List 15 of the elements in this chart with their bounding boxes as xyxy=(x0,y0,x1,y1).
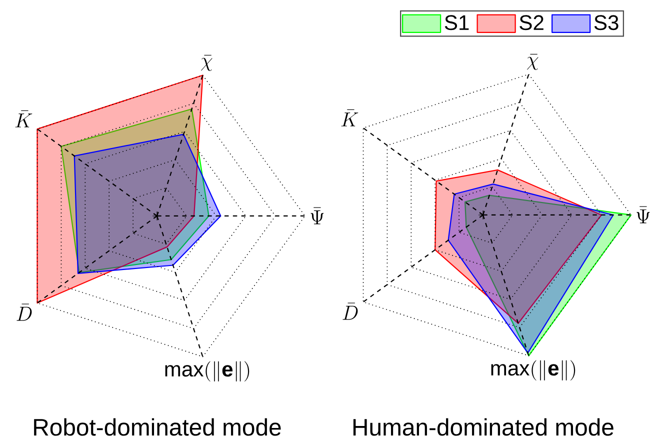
spoke-label: $\bar{\chi}$ xyxy=(201,54,212,71)
legend-label: S3 xyxy=(594,15,618,30)
legend-label: S2 xyxy=(520,15,544,30)
spoke-label: $\bar{D}$ xyxy=(16,304,32,321)
text: Human-dominated mode xyxy=(353,418,614,436)
legend-label: S1 xyxy=(444,15,469,30)
spoke-label: $\max(\|\mathbf{e}\|)$ xyxy=(491,360,576,380)
spoke-label: $\bar{D}$ xyxy=(342,302,358,320)
spoke-label: $\bar{\Psi}$ xyxy=(636,206,650,224)
text: Robot-dominated mode xyxy=(34,418,281,436)
spoke-label: $\bar{K}$ xyxy=(15,110,32,128)
spoke-label: $\max(\|\mathbf{e}\|)$ xyxy=(165,361,250,382)
spoke-label: $\bar{\Psi}$ xyxy=(310,207,324,224)
spoke-label: $\bar{\chi}$ xyxy=(527,54,538,70)
spoke-label: $\bar{K}$ xyxy=(341,109,358,126)
